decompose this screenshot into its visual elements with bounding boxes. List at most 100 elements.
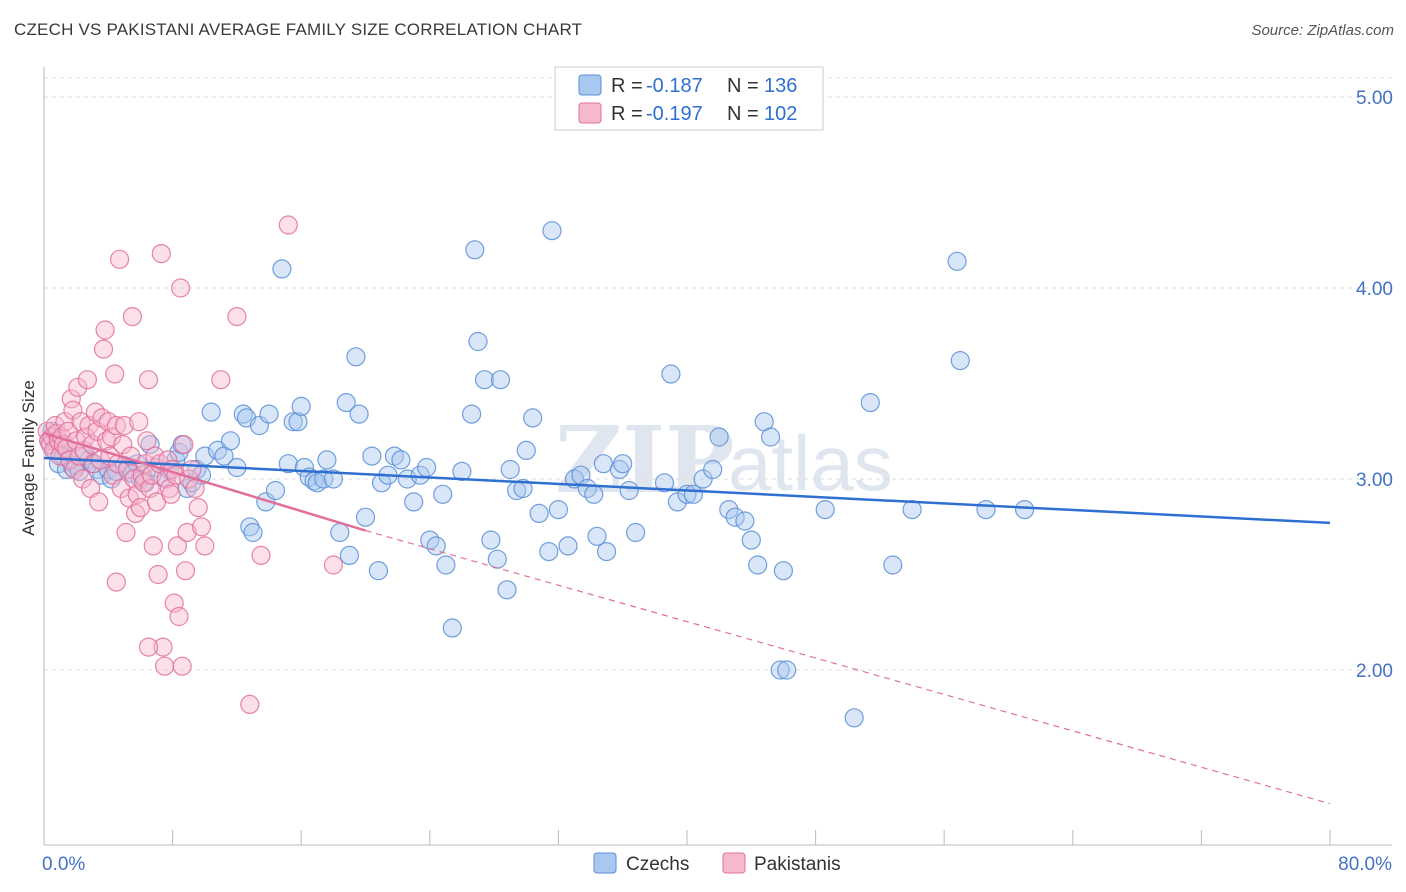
czechs-point xyxy=(391,450,411,470)
czechs-point xyxy=(539,541,559,562)
pakistanis-point xyxy=(175,561,196,581)
pakistanis-point xyxy=(177,522,197,543)
pakistanis-point xyxy=(151,244,171,264)
czechs-point xyxy=(609,459,630,480)
legend-n-label-czechs: N = xyxy=(727,75,759,97)
pakistanis-point xyxy=(95,320,115,340)
czechs-point xyxy=(950,351,970,371)
legend-box: R = -0.187 N = 136 R = -0.197 N = 102 xyxy=(554,66,824,131)
czechs-point xyxy=(433,484,453,504)
czechs-point xyxy=(336,393,356,413)
pakistanis-point xyxy=(129,412,149,432)
czechs-point xyxy=(468,331,488,352)
czechs-point xyxy=(947,251,967,271)
czechs-point xyxy=(314,469,334,489)
x-tick-max: 80.0% xyxy=(1338,854,1392,875)
trend-lines xyxy=(43,431,1331,805)
pakistanis-point xyxy=(211,370,231,390)
czechs-point xyxy=(661,364,681,384)
legend-r-value-czechs: -0.187 xyxy=(646,75,703,97)
legend-swatch-czechs xyxy=(578,74,602,96)
y-tick-labels: 2.00 3.00 4.00 5.00 xyxy=(1356,88,1393,682)
czechs-point xyxy=(1014,500,1035,520)
pakistanis-point xyxy=(105,364,125,384)
czechs-point xyxy=(735,511,755,531)
czechs-point xyxy=(243,522,263,543)
czechs-point xyxy=(654,473,675,493)
czechs-point xyxy=(523,408,543,428)
czechs-point xyxy=(220,431,241,451)
czechs-point xyxy=(719,500,739,520)
czechs-point xyxy=(725,507,745,527)
pakistanis-point xyxy=(251,545,271,566)
bottom-legend-label-pakistanis: Pakistanis xyxy=(754,854,841,875)
pakistanis-points xyxy=(37,215,343,715)
y-tick-label: 2.00 xyxy=(1356,661,1393,682)
czechs-trend-line xyxy=(43,456,1331,525)
legend-r-label-czechs: R = xyxy=(611,75,643,97)
czechs-point xyxy=(741,530,761,550)
czechs-point xyxy=(683,484,704,504)
pakistanis-point xyxy=(323,555,343,575)
czechs-points xyxy=(39,221,1035,728)
czechs-point xyxy=(487,549,507,569)
czechs-point xyxy=(404,492,424,512)
pakistanis-point xyxy=(171,278,191,298)
legend-n-value-pakistanis: 102 xyxy=(764,103,797,125)
pakistanis-point xyxy=(50,446,70,466)
czechs-point xyxy=(548,500,569,520)
czechs-point xyxy=(773,561,794,581)
czechs-point xyxy=(542,221,562,241)
czechs-point xyxy=(140,435,160,455)
pakistanis-point xyxy=(195,536,215,556)
pakistanis-point xyxy=(122,307,142,327)
czechs-point xyxy=(272,259,292,279)
czechs-point xyxy=(860,393,880,413)
pakistanis-point xyxy=(77,370,98,390)
czechs-point xyxy=(587,526,607,546)
czechs-point xyxy=(317,450,337,470)
czechs-point xyxy=(240,517,260,537)
czechs-point xyxy=(349,404,369,424)
legend-n-label-pakistanis: N = xyxy=(727,103,759,125)
czechs-point xyxy=(201,402,221,422)
pakistanis-point xyxy=(191,517,212,537)
czechs-point xyxy=(619,480,639,501)
pakistanis-point xyxy=(138,637,159,657)
czechs-point xyxy=(516,440,536,460)
pakistanis-point xyxy=(68,377,88,397)
pakistanis-point xyxy=(130,498,150,518)
czechs-point xyxy=(760,427,781,447)
pakistanis-point xyxy=(148,564,168,585)
pakistanis-point xyxy=(114,415,135,436)
pakistanis-point xyxy=(89,492,109,512)
czechs-point xyxy=(613,454,633,474)
czechs-point xyxy=(265,480,286,501)
czechs-point xyxy=(844,708,864,728)
pakistanis-point xyxy=(227,307,247,327)
pakistanis-point xyxy=(101,427,122,447)
czechs-point xyxy=(278,454,298,474)
czechs-point xyxy=(883,555,903,575)
pakistanis-point xyxy=(153,637,173,657)
bottom-legend-label-czechs: Czechs xyxy=(626,854,689,875)
czechs-point xyxy=(584,484,604,504)
czechs-point xyxy=(355,507,376,527)
y-axis-label: Average Family Size xyxy=(19,380,38,536)
pakistanis-point xyxy=(172,656,192,676)
czechs-point xyxy=(667,492,688,512)
chart-title: CZECH VS PAKISTANI AVERAGE FAMILY SIZE C… xyxy=(14,20,583,39)
czechs-point xyxy=(497,580,517,600)
czechs-point xyxy=(233,404,253,424)
pakistanis-point xyxy=(143,536,163,556)
czechs-point xyxy=(770,660,790,680)
czechs-point xyxy=(490,370,511,390)
pakistanis-point xyxy=(137,431,157,451)
czechs-point xyxy=(500,459,520,480)
czechs-point xyxy=(417,457,437,478)
source-credit: Source: ZipAtlas.com xyxy=(1251,22,1394,39)
czechs-point xyxy=(558,536,578,556)
pakistanis-trend-extension xyxy=(365,529,1331,805)
y-tick-label: 4.00 xyxy=(1356,279,1393,300)
